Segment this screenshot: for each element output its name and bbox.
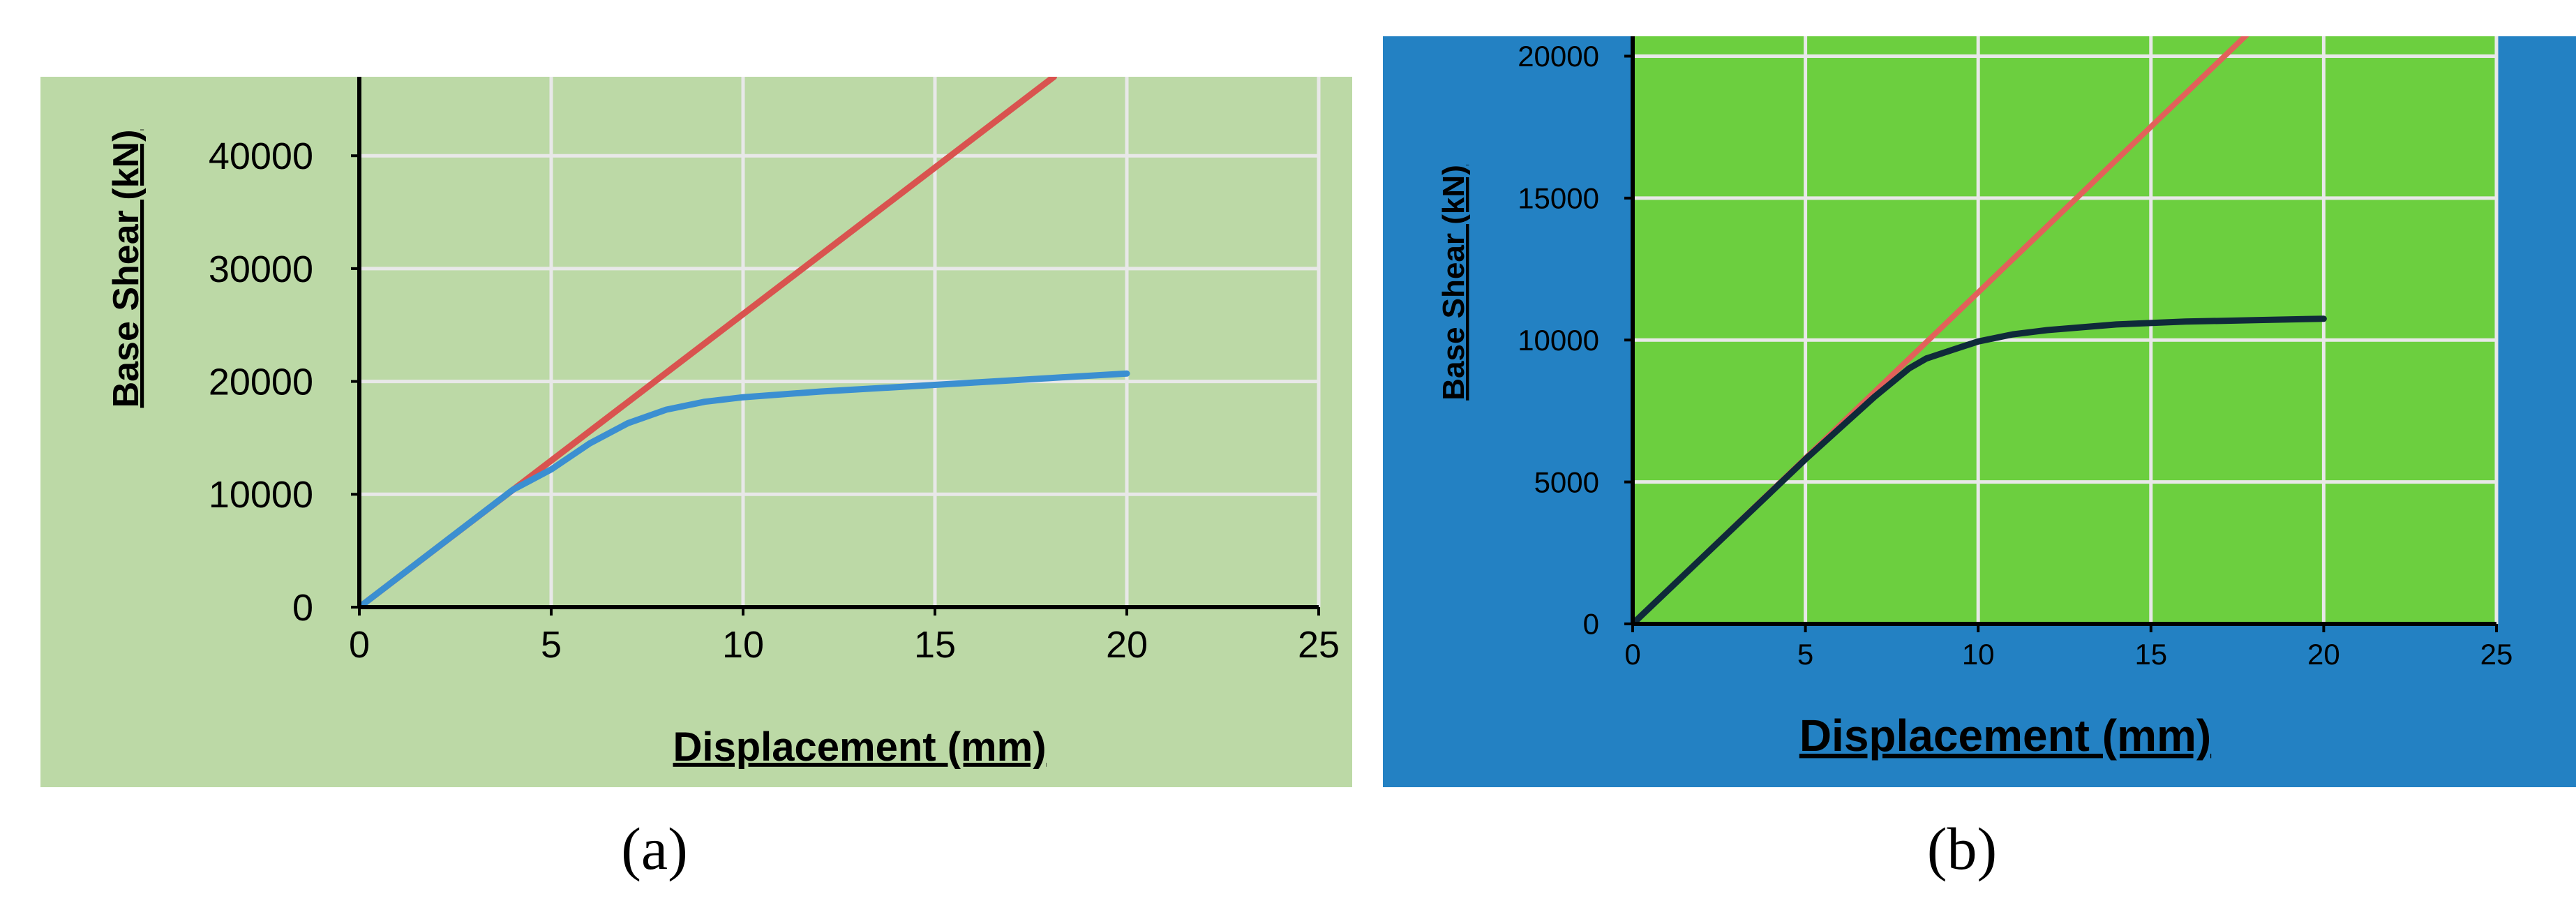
chart-a-y-tick-label: 30000	[209, 248, 313, 290]
chart-a-axes	[351, 77, 1320, 616]
chart-b-y-axis-title: Base Shear (kN)	[1437, 165, 1471, 400]
chart-b-y-tick-label: 5000	[1534, 465, 1599, 498]
chart-a-panel-caption: (a)	[621, 815, 687, 882]
chart-a-y-tick-labels: 0 10000 20000 30000 40000	[209, 135, 313, 629]
chart-b-axes	[1624, 36, 2498, 632]
chart-b-x-tick-label: 20	[2307, 638, 2340, 671]
chart-a-y-axis-title: Base Shear (kN)	[106, 130, 147, 408]
chart-b-y-tick-label: 15000	[1518, 182, 1599, 215]
chart-b-y-tick-label: 0	[1583, 608, 1599, 641]
chart-panel-b: 0 5 10 15 20 25 0 5000 10000 15000 20000 Displace…	[1383, 36, 2576, 882]
chart-a-x-tick-label: 5	[541, 624, 562, 666]
chart-panel-a: 0 5 10 15 20 25 0 10000 20000 30000 40000 Displac…	[40, 77, 1352, 882]
chart-b-x-tick-labels: 0 5 10 15 20 25	[1624, 638, 2513, 671]
chart-a-x-tick-label: 25	[1298, 624, 1340, 666]
chart-b-panel-caption: (b)	[1927, 815, 1997, 882]
chart-b-x-tick-label: 0	[1624, 638, 1640, 671]
chart-b-y-tick-labels: 0 5000 10000 15000 20000	[1518, 40, 1599, 641]
chart-a-background	[40, 77, 1352, 787]
chart-a-y-tick-label: 10000	[209, 474, 313, 516]
chart-a-y-tick-label: 0	[292, 587, 313, 629]
chart-b-x-tick-label: 25	[2480, 638, 2513, 671]
chart-a-y-tick-label: 20000	[209, 361, 313, 403]
chart-a-x-tick-label: 15	[914, 624, 956, 666]
chart-b-x-tick-label: 10	[1962, 638, 1995, 671]
chart-a-x-tick-labels: 0 5 10 15 20 25	[349, 624, 1340, 666]
chart-b-y-tick-label: 10000	[1518, 324, 1599, 357]
chart-b-y-tick-label: 20000	[1518, 40, 1599, 73]
chart-b-x-tick-label: 15	[2134, 638, 2167, 671]
chart-b-series	[1633, 36, 2327, 624]
chart-a-x-tick-label: 0	[349, 624, 370, 666]
chart-a-x-tick-label: 10	[722, 624, 764, 666]
chart-a-series	[359, 77, 1130, 607]
chart-a-series-line-2	[359, 370, 1130, 607]
chart-a-x-axis-title: Displacement (mm)	[673, 724, 1046, 770]
chart-b-x-axis-title: Displacement (mm)	[1799, 710, 2211, 761]
chart-a-x-tick-label: 20	[1106, 624, 1148, 666]
chart-b-series-line-2	[1633, 315, 2327, 624]
chart-b-x-tick-label: 5	[1797, 638, 1813, 671]
chart-a-y-tick-label: 40000	[209, 135, 313, 177]
